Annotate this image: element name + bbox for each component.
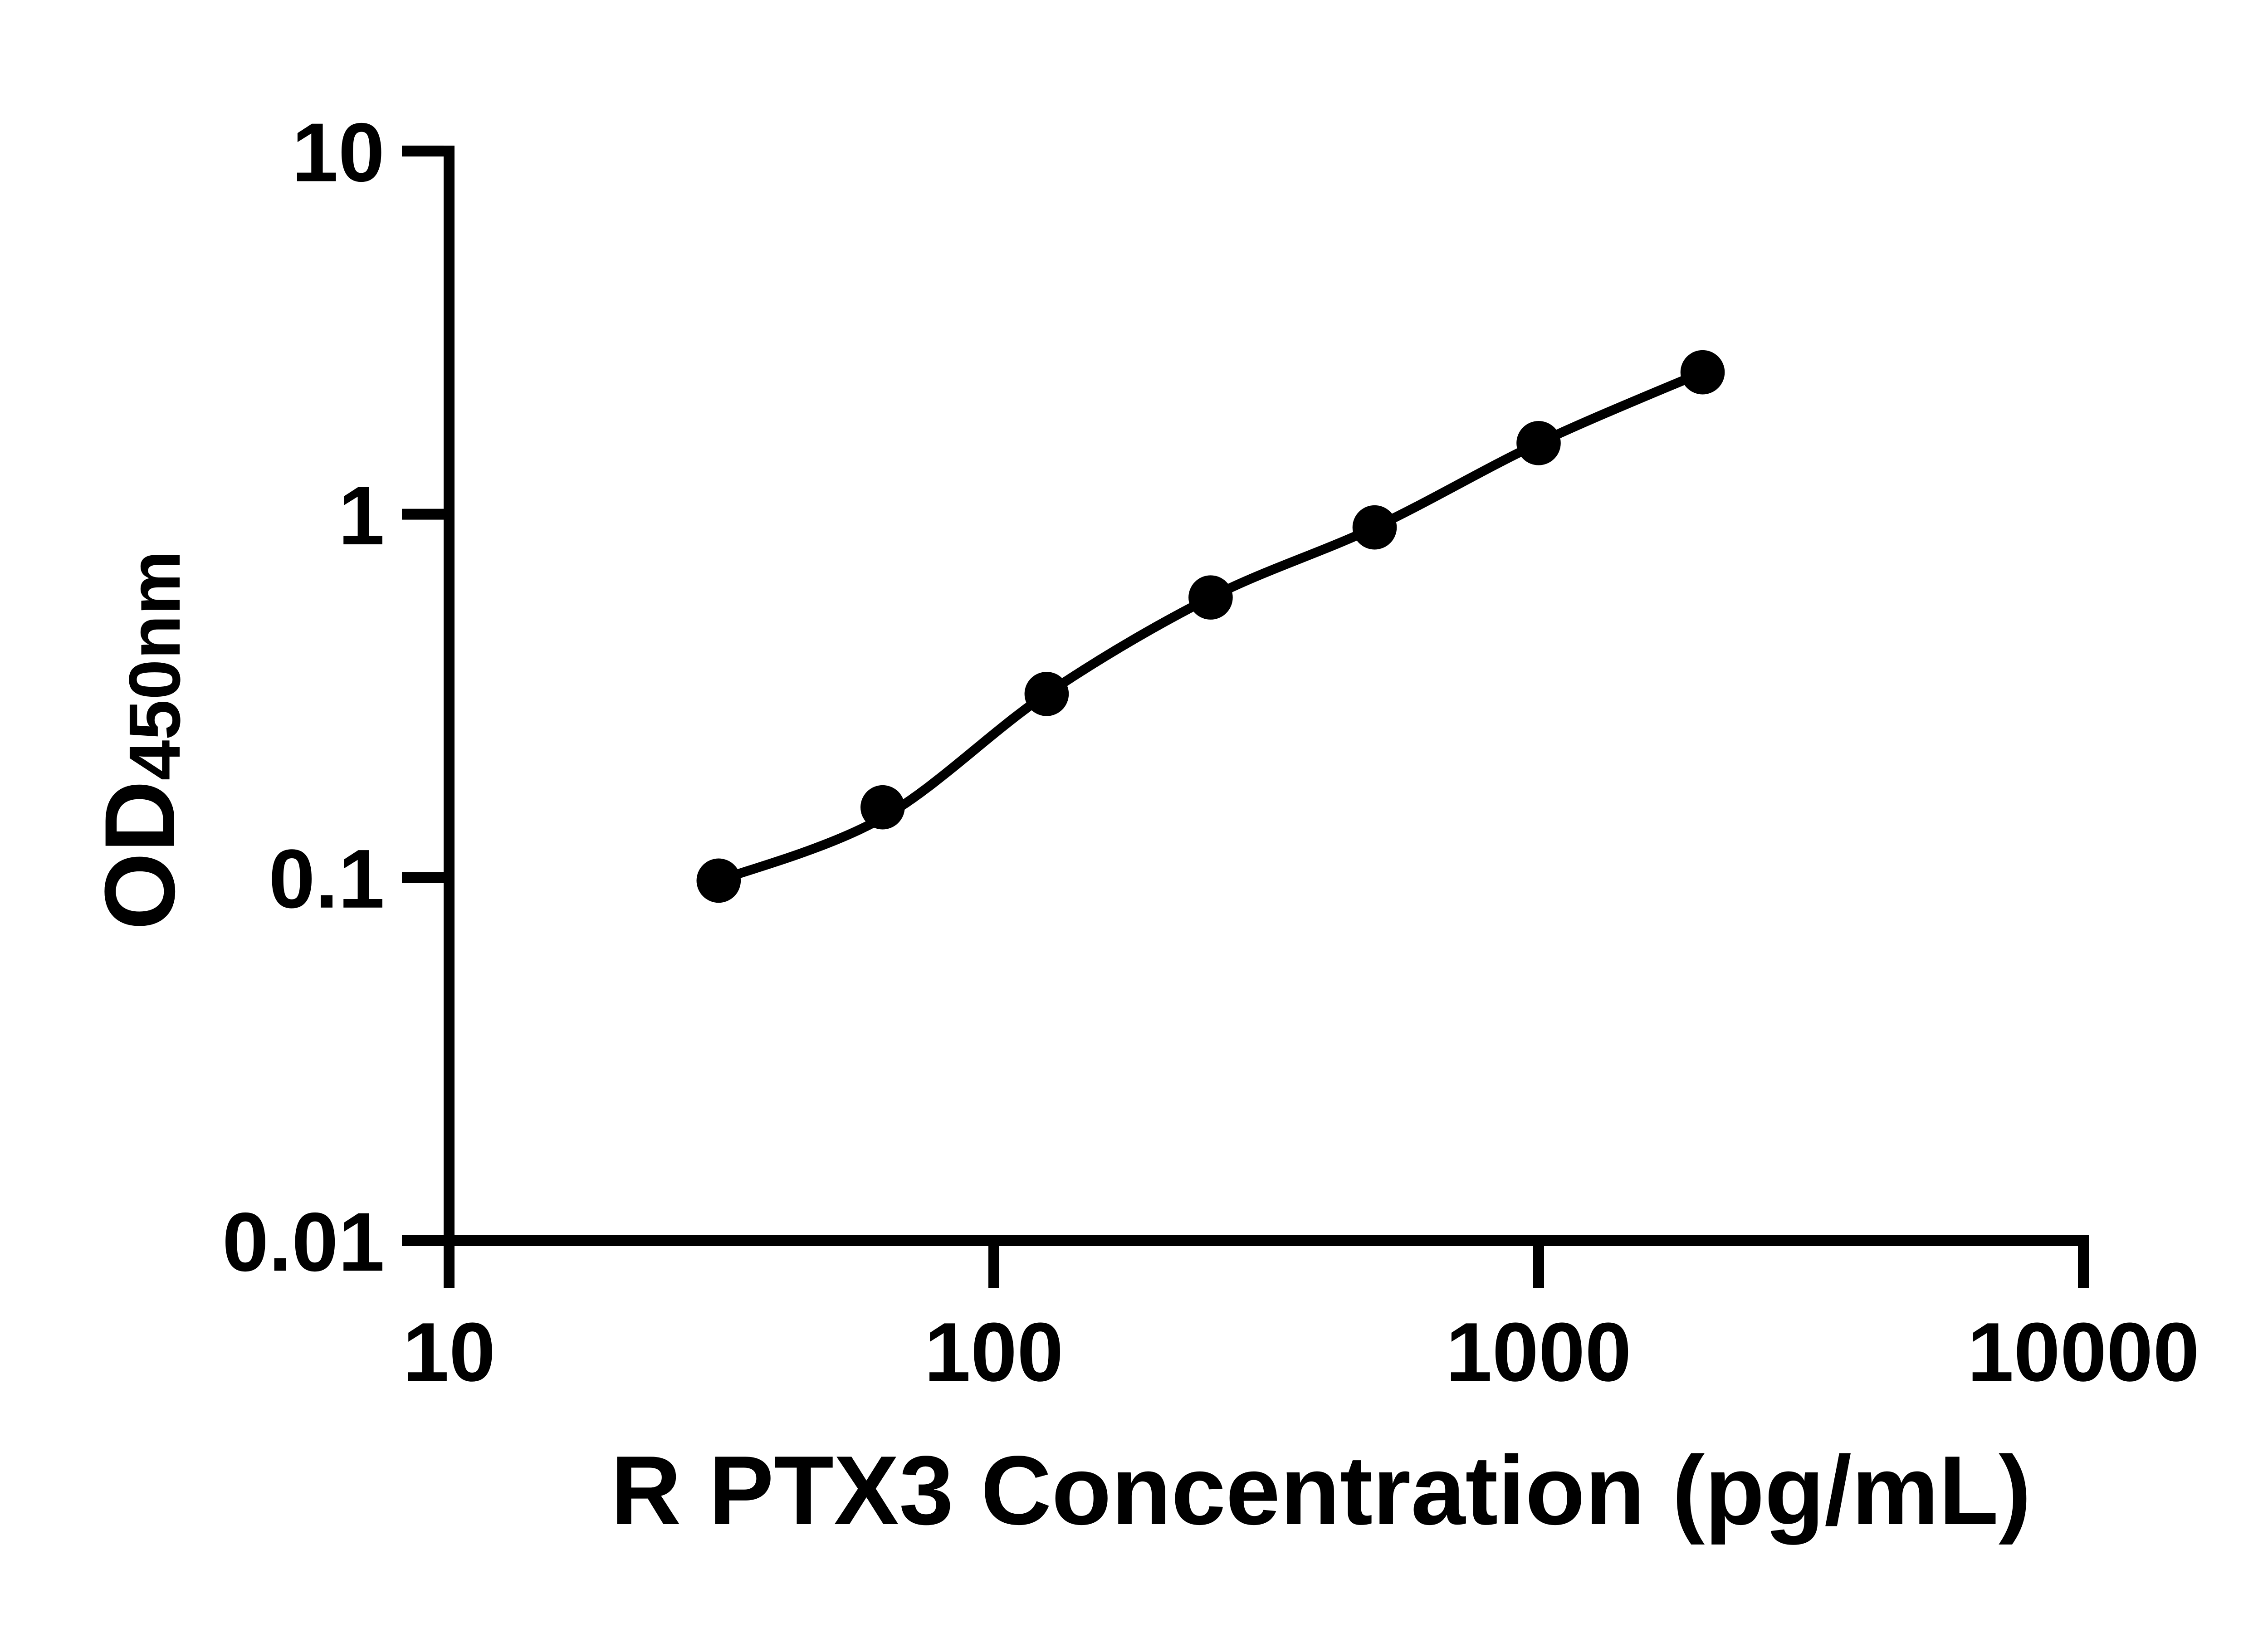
y-tick-label-0.1: 0.1 [269, 832, 385, 925]
y-tick-label-0.01: 0.01 [222, 1195, 385, 1288]
data-point-markers [696, 350, 1725, 903]
data-point-250 [1188, 575, 1233, 620]
data-point-500 [1352, 505, 1397, 550]
data-point-125 [1024, 672, 1069, 716]
x-axis-line [444, 1235, 2089, 1246]
y-axis-title-subscript: 450nm [114, 551, 195, 781]
x-axis-tick-labels: 10 100 1000 10000 [403, 1305, 2200, 1398]
y-tick-1 [402, 508, 444, 520]
x-tick-label-10: 10 [403, 1305, 496, 1398]
x-tick-100 [988, 1246, 999, 1288]
y-tick-10 [402, 145, 444, 156]
axes [402, 145, 2089, 1288]
y-axis-line [444, 146, 455, 1246]
x-axis-tick-marks [444, 1246, 2089, 1288]
y-axis-tick-marks [402, 145, 444, 1246]
x-tick-label-10000: 10000 [1967, 1305, 2200, 1398]
data-point-31.25 [696, 858, 741, 903]
y-tick-label-1: 1 [338, 469, 385, 562]
y-tick-label-10: 10 [292, 105, 385, 199]
x-axis-title: R PTX3 Concentration (pg/mL) [611, 1435, 2031, 1545]
x-tick-label-100: 100 [924, 1305, 1064, 1398]
x-tick-10000 [2078, 1246, 2089, 1288]
y-tick-0.1 [402, 872, 444, 883]
data-point-62.5 [860, 785, 905, 830]
y-axis-title: OD450nm [84, 551, 196, 930]
y-axis-tick-labels: 10 1 0.1 0.01 [222, 105, 385, 1288]
data-point-2000 [1680, 350, 1725, 395]
y-axis-title-main: OD [84, 780, 196, 930]
x-tick-10 [444, 1246, 455, 1288]
data-point-1000 [1516, 421, 1561, 465]
y-tick-0.01 [402, 1235, 444, 1246]
x-tick-label-1000: 1000 [1446, 1305, 1631, 1398]
x-tick-1000 [1533, 1246, 1544, 1288]
